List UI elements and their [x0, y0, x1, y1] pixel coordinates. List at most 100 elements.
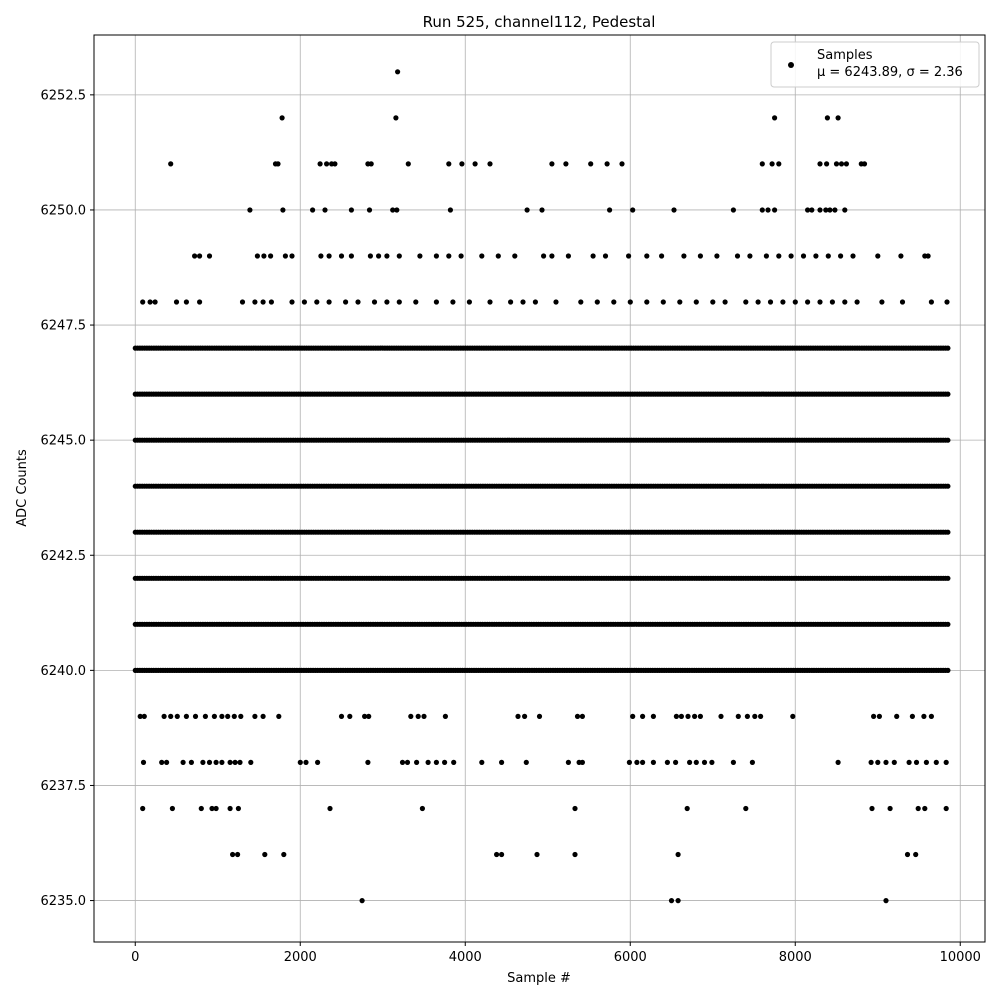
data-point [832, 207, 838, 213]
data-point [607, 207, 613, 213]
data-point [824, 161, 830, 167]
data-point [252, 299, 258, 305]
data-point [197, 253, 203, 259]
data-point [425, 759, 431, 766]
data-point [675, 898, 681, 904]
data-point [945, 621, 951, 627]
data-point [301, 299, 307, 305]
data-point [604, 161, 610, 167]
data-point [289, 299, 295, 305]
data-point [817, 161, 823, 167]
data-point [640, 759, 646, 766]
data-point [792, 299, 798, 305]
data-point [572, 851, 578, 858]
data-point [879, 299, 885, 305]
data-point [697, 253, 704, 259]
data-point [634, 759, 640, 766]
data-point [276, 713, 282, 720]
data-point [838, 253, 844, 259]
data-point [539, 207, 545, 213]
data-point [238, 713, 244, 720]
data-point [532, 299, 539, 305]
data-point [776, 253, 782, 259]
data-point [894, 713, 900, 720]
data-point [861, 161, 868, 167]
data-point [644, 253, 650, 259]
data-point [523, 759, 529, 766]
data-point [701, 759, 708, 766]
data-point [565, 759, 572, 766]
data-point [237, 759, 243, 766]
data-point [825, 253, 831, 259]
data-point [693, 759, 699, 766]
data-point [681, 253, 687, 259]
data-point [945, 667, 951, 674]
data-point [404, 759, 411, 766]
data-point [338, 713, 345, 720]
data-point [479, 253, 485, 259]
data-point [415, 713, 421, 720]
data-point [466, 299, 472, 305]
data-point [805, 299, 811, 305]
data-point [730, 759, 737, 766]
data-point [943, 805, 949, 812]
data-point [368, 161, 374, 167]
data-point [944, 299, 950, 305]
x-axis-label: Sample # [507, 971, 571, 986]
data-point [933, 759, 939, 766]
data-point [945, 345, 951, 351]
data-point [140, 805, 146, 812]
data-point [524, 207, 530, 213]
data-point [744, 713, 751, 720]
data-point [419, 805, 425, 812]
data-point [433, 759, 439, 766]
data-point [322, 207, 328, 213]
legend-marker [788, 62, 794, 68]
data-point [743, 299, 749, 305]
data-point [152, 299, 158, 305]
legend-series-stats: μ = 6243.89, σ = 2.36 [817, 65, 963, 80]
data-point [173, 299, 180, 305]
data-point [945, 437, 951, 443]
data-point [541, 253, 547, 259]
data-point [536, 713, 543, 720]
data-point [235, 851, 241, 858]
data-point [678, 713, 685, 720]
data-point [494, 851, 500, 858]
data-point [945, 483, 951, 489]
data-point [824, 115, 831, 121]
data-point [159, 759, 165, 766]
data-point [925, 253, 931, 259]
y-tick-label: 6252.5 [41, 88, 87, 103]
y-tick-label: 6245.0 [41, 434, 87, 449]
y-tick-label: 6240.0 [41, 664, 87, 679]
data-point [763, 253, 770, 259]
data-point [650, 713, 657, 720]
data-point [348, 253, 354, 259]
data-point [280, 207, 286, 213]
x-tick-label: 2000 [284, 950, 317, 965]
data-point [722, 299, 728, 305]
data-point [921, 713, 927, 720]
data-point [574, 713, 581, 720]
data-point [619, 161, 625, 167]
y-axis-label: ADC Counts [15, 449, 30, 527]
data-point [602, 253, 609, 259]
data-point [693, 299, 699, 305]
data-point [671, 207, 677, 213]
data-point [922, 805, 928, 812]
data-point [279, 115, 285, 121]
data-point [239, 299, 246, 305]
data-point [843, 161, 850, 167]
data-point [626, 759, 633, 766]
data-point [433, 253, 439, 259]
chart-title: Run 525, channel112, Pedestal [423, 13, 656, 31]
data-point [479, 759, 485, 766]
data-point [945, 529, 951, 535]
data-point [515, 713, 521, 720]
data-point [200, 759, 206, 766]
data-point [883, 759, 889, 766]
data-point [282, 253, 288, 259]
